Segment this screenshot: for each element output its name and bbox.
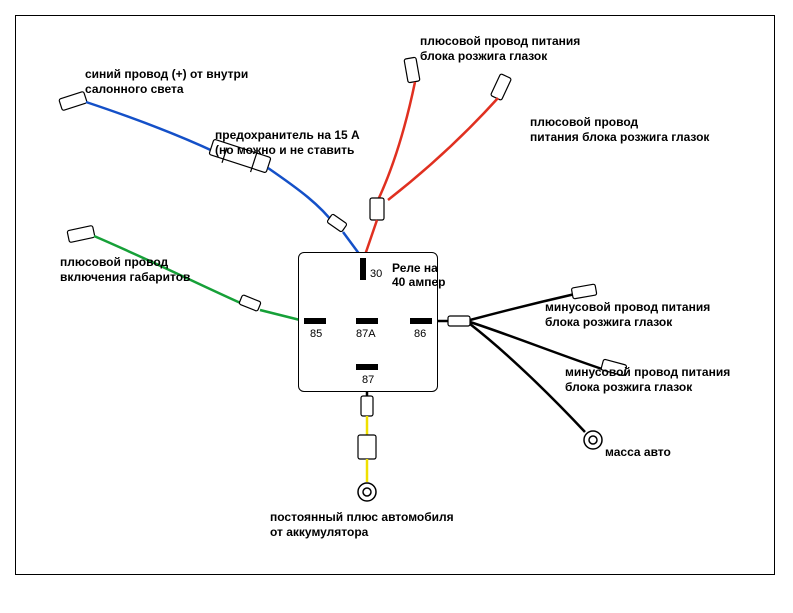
lbl: плюсовой провод <box>60 255 168 269</box>
battery-ring <box>358 483 376 501</box>
label-black-top: минусовой провод питания блока розжига г… <box>545 300 710 330</box>
lbl: синий провод (+) от внутри <box>85 67 248 81</box>
diagram-canvas: 30 85 87A 86 87 Реле на 40 ампер синий п… <box>0 0 793 613</box>
blue-pin-connector <box>327 214 347 233</box>
blue-wire-segment2 <box>268 168 335 225</box>
pin-30-label: 30 <box>370 268 382 280</box>
label-red-top: плюсовой провод питания блока розжига гл… <box>420 34 580 64</box>
lbl: минусовой провод питания <box>545 300 710 314</box>
pin-86-mark <box>410 318 432 324</box>
label-fuse: предохранитель на 15 А (но можно и не ст… <box>215 128 360 158</box>
blue-wire-segment1 <box>86 102 215 152</box>
red-pin-connector <box>370 198 384 220</box>
lbl: блока розжига глазок <box>420 49 547 63</box>
green-wire-connector <box>67 225 95 242</box>
lbl: блока розжига глазок <box>565 380 692 394</box>
lbl: минусовой провод питания <box>565 365 730 379</box>
label-battery-plus: постоянный плюс автомобиля от аккумулято… <box>270 510 454 540</box>
lbl: плюсовой провод <box>530 115 638 129</box>
pin-86-label: 86 <box>414 328 426 340</box>
lbl: плюсовой провод питания <box>420 34 580 48</box>
label-ground: масса авто <box>605 445 671 460</box>
pin-30-mark <box>360 258 366 280</box>
lbl: салонного света <box>85 82 184 96</box>
relay-title-l2: 40 ампер <box>392 275 445 289</box>
lbl: от аккумулятора <box>270 525 368 539</box>
pin-87-mark <box>356 364 378 370</box>
pin-87A-mark <box>356 318 378 324</box>
relay-title-l1: Реле на <box>392 261 438 275</box>
lbl: постоянный плюс автомобиля <box>270 510 454 524</box>
lbl: предохранитель на 15 А <box>215 128 360 142</box>
pin-85-mark <box>304 318 326 324</box>
lbl: питания блока розжига глазок <box>530 130 709 144</box>
relay-title: Реле на 40 ампер <box>392 262 445 290</box>
ground-ring <box>584 431 602 449</box>
pin-87A-label: 87A <box>356 328 376 340</box>
lbl: включения габаритов <box>60 270 190 284</box>
label-black-bottom: минусовой провод питания блока розжига г… <box>565 365 730 395</box>
red-wire-merge <box>365 220 377 255</box>
black-connector-up <box>571 284 597 299</box>
label-blue-interior-light: синий провод (+) от внутри салонного све… <box>85 67 248 97</box>
red-wire-connector-right <box>490 74 511 101</box>
black-pin86-connector <box>448 316 470 326</box>
pin-85-label: 85 <box>310 328 322 340</box>
yellow-pin87-connector <box>361 396 373 416</box>
red-wire-connector-left <box>404 57 420 83</box>
lbl: (но можно и не ставить <box>215 143 354 157</box>
green-pin-connector <box>239 295 261 312</box>
label-red-right: плюсовой провод питания блока розжига гл… <box>530 115 709 145</box>
yellow-inline-fuse <box>358 435 376 459</box>
green-wire-segment2 <box>260 310 300 320</box>
blue-wire-connector <box>59 91 87 110</box>
lbl: блока розжига глазок <box>545 315 672 329</box>
lbl: масса авто <box>605 445 671 459</box>
label-green-parking: плюсовой провод включения габаритов <box>60 255 190 285</box>
red-wire-right <box>388 98 498 200</box>
pin-87-label: 87 <box>362 374 374 386</box>
